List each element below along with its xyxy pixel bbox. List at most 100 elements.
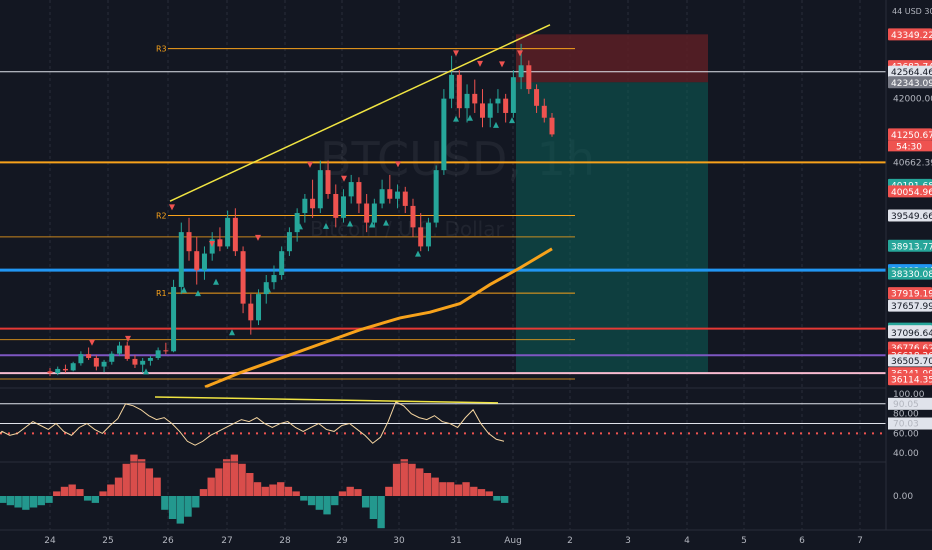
trendlines-and-ma[interactable]	[169, 24, 553, 389]
macd-bar-27	[207, 477, 215, 496]
macd-bar-30	[230, 454, 239, 496]
candle-body-26	[248, 303, 254, 321]
price-tag-10: 38330.08	[891, 270, 932, 280]
price-tag-bg-11	[888, 287, 932, 300]
time-tick-Aug: Aug	[504, 536, 522, 546]
price-tag-16: 37096.64	[891, 329, 932, 339]
macd-bar-41	[315, 496, 323, 510]
candle-body-17	[178, 232, 184, 287]
candlesticks	[47, 43, 555, 377]
macd-bar-6	[45, 496, 53, 503]
time-tick-26: 26	[162, 536, 174, 546]
candle-body-28	[263, 282, 269, 295]
macd-bar-54	[416, 468, 424, 496]
price-tag-bg-4	[888, 128, 932, 141]
macd-bar-19	[145, 468, 154, 496]
price-tag-sub-bg-4	[888, 140, 932, 152]
watermark-name: Bitcoin / U.S. Dollar	[310, 217, 504, 241]
macd-bar-25	[192, 496, 200, 508]
candle-body-36	[325, 170, 331, 194]
candle-body-4	[78, 354, 84, 364]
candle-body-59	[503, 98, 509, 113]
macd-bar-39	[300, 496, 308, 501]
price-tag-bg-20	[888, 354, 932, 367]
swing-low-marker-13	[467, 114, 473, 121]
price-tag-3: 42343.09	[891, 79, 932, 89]
macd-bar-20	[153, 477, 161, 496]
candle-body-41	[364, 203, 370, 223]
pivot-label-R3: R3	[156, 45, 167, 54]
macd-bar-29	[222, 459, 231, 496]
time-tick-30: 30	[393, 536, 405, 546]
macd-bar-31	[238, 463, 246, 496]
macd-bar-35	[269, 484, 277, 496]
rsi-scale-tick-2: 80.00	[893, 410, 919, 420]
macd-bar-17	[130, 454, 138, 496]
macd-bar-36	[277, 482, 285, 496]
swing-low-marker-2	[195, 290, 201, 297]
swing-low-marker-4	[229, 329, 235, 336]
candle-body-56	[479, 103, 485, 118]
candle-body-38	[340, 196, 346, 218]
candle-body-20	[201, 253, 207, 271]
swing-high-marker-5	[307, 161, 313, 168]
swing-low-marker-8	[347, 220, 353, 227]
price-tag-bg-7	[888, 209, 932, 222]
macd-histogram-pane	[0, 454, 509, 529]
candle-body-55	[472, 93, 478, 104]
rising-trendline	[169, 24, 551, 202]
macd-bar-59	[454, 484, 462, 496]
swing-high-marker-2	[169, 204, 175, 211]
candle-body-31	[286, 232, 292, 252]
macd-bar-4	[29, 496, 38, 508]
macd-bar-37	[284, 486, 293, 496]
price-tag-sub-4: 54:30	[896, 142, 922, 152]
macd-bar-53	[408, 463, 416, 496]
macd-bar-5	[37, 496, 45, 506]
time-tick-3: 3	[625, 536, 631, 546]
price-tag-22: 36114.35	[891, 376, 932, 386]
candle-body-62	[526, 65, 532, 90]
time-axis[interactable]: 24 25 26 27 28 29 30 31 Aug 2 3 4 5 6 7	[44, 536, 863, 546]
candle-body-16	[171, 286, 177, 352]
macd-bar-47	[361, 496, 370, 508]
macd-bar-28	[215, 468, 223, 496]
candle-body-53	[456, 74, 462, 109]
candle-body-10	[124, 345, 130, 359]
swing-high-marker-7	[395, 161, 401, 168]
macd-bar-45	[346, 486, 354, 496]
swing-low-marker-10	[383, 219, 389, 226]
macd-bar-7	[53, 491, 61, 496]
swing-high-marker-9	[477, 60, 483, 67]
candle-body-30	[279, 251, 285, 276]
swing-low-marker-11	[415, 250, 421, 257]
time-tick-24: 24	[44, 536, 56, 546]
candle-body-34	[310, 198, 316, 209]
rsi-scale-tick-5: 40.00	[893, 449, 919, 459]
swing-markers	[89, 50, 523, 375]
candle-body-50	[433, 170, 439, 223]
candle-body-32	[294, 213, 300, 233]
candle-body-6	[93, 357, 99, 367]
candle-body-52	[449, 74, 455, 99]
macd-bar-18	[138, 459, 146, 496]
candle-body-64	[541, 105, 547, 118]
swing-high-marker-3	[209, 241, 215, 248]
price-scale-tick-0: 42000.00	[893, 95, 932, 105]
macd-bar-63	[485, 491, 493, 496]
candle-body-44	[387, 189, 393, 199]
price-scale[interactable]: 42000.0040662.3943349.2242682.7442564.46…	[888, 28, 932, 386]
macd-bar-8	[60, 486, 69, 496]
candle-body-15	[163, 350, 169, 352]
macd-bar-2	[14, 496, 22, 508]
price-tag-0: 43349.22	[891, 31, 932, 41]
price-tag-bg-22	[888, 373, 932, 386]
swing-low-marker-7	[323, 222, 329, 229]
candle-body-23	[225, 217, 231, 247]
price-tag-bg-3	[888, 76, 932, 89]
macd-bar-51	[392, 463, 401, 496]
short-position-box[interactable]	[516, 34, 708, 374]
